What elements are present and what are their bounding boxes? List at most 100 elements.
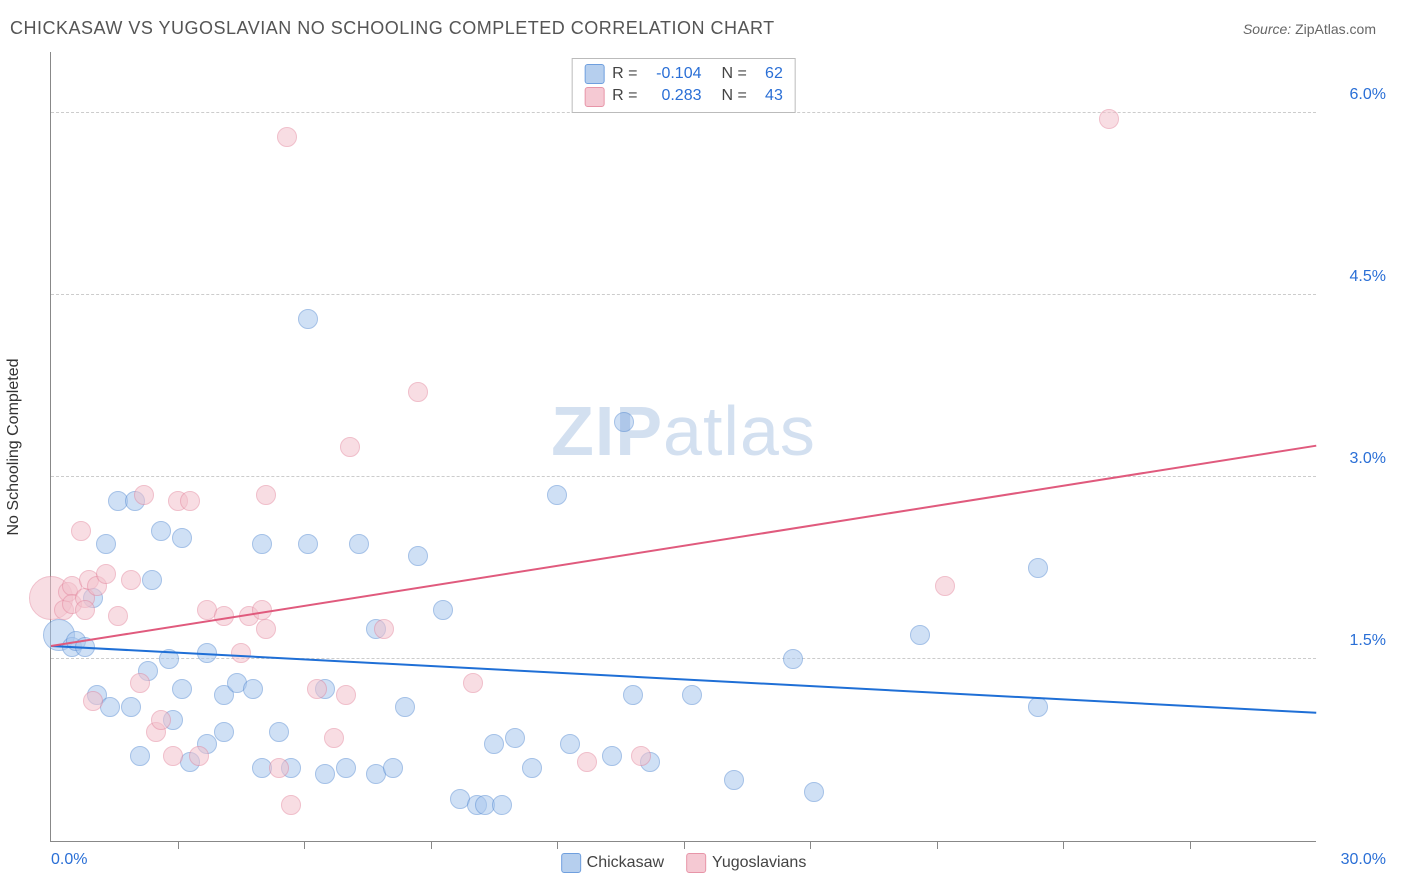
data-point bbox=[180, 491, 200, 511]
watermark: ZIPatlas bbox=[551, 391, 816, 471]
data-point bbox=[307, 679, 327, 699]
legend-swatch bbox=[686, 853, 706, 873]
source-attribution: Source: ZipAtlas.com bbox=[1243, 21, 1376, 37]
legend-swatch bbox=[584, 87, 604, 107]
data-point bbox=[269, 722, 289, 742]
data-point bbox=[298, 309, 318, 329]
data-point bbox=[783, 649, 803, 669]
data-point bbox=[724, 770, 744, 790]
data-point bbox=[71, 521, 91, 541]
series-name: Yugoslavians bbox=[712, 854, 806, 872]
x-axis-max-label: 30.0% bbox=[1341, 851, 1386, 869]
data-point bbox=[315, 764, 335, 784]
watermark-light: atlas bbox=[663, 392, 816, 470]
data-point bbox=[614, 412, 634, 432]
x-tick bbox=[937, 841, 938, 849]
x-tick bbox=[684, 841, 685, 849]
gridline bbox=[51, 294, 1316, 295]
data-point bbox=[252, 534, 272, 554]
data-point bbox=[547, 485, 567, 505]
data-point bbox=[130, 746, 150, 766]
plot-area: ZIPatlas R =-0.104N =62R =0.283N =43 Chi… bbox=[50, 52, 1316, 842]
data-point bbox=[108, 606, 128, 626]
x-axis-min-label: 0.0% bbox=[51, 851, 87, 869]
header: CHICKASAW VS YUGOSLAVIAN NO SCHOOLING CO… bbox=[0, 0, 1406, 39]
data-point bbox=[484, 734, 504, 754]
chart-title: CHICKASAW VS YUGOSLAVIAN NO SCHOOLING CO… bbox=[10, 18, 775, 39]
x-tick bbox=[557, 841, 558, 849]
series-legend-item: Yugoslavians bbox=[686, 853, 806, 873]
x-tick bbox=[1190, 841, 1191, 849]
data-point bbox=[492, 795, 512, 815]
data-point bbox=[433, 600, 453, 620]
y-tick-label: 4.5% bbox=[1350, 268, 1386, 286]
data-point bbox=[298, 534, 318, 554]
data-point bbox=[560, 734, 580, 754]
data-point bbox=[172, 679, 192, 699]
legend-swatch bbox=[561, 853, 581, 873]
data-point bbox=[281, 795, 301, 815]
legend-r-label: R = bbox=[612, 63, 637, 85]
data-point bbox=[577, 752, 597, 772]
data-point bbox=[395, 697, 415, 717]
x-tick bbox=[431, 841, 432, 849]
y-tick-label: 1.5% bbox=[1350, 632, 1386, 650]
data-point bbox=[463, 673, 483, 693]
data-point bbox=[231, 643, 251, 663]
data-point bbox=[189, 746, 209, 766]
data-point bbox=[336, 758, 356, 778]
data-point bbox=[336, 685, 356, 705]
legend-r-value: 0.283 bbox=[646, 85, 702, 107]
source-prefix: Source: bbox=[1243, 21, 1295, 37]
data-point bbox=[83, 691, 103, 711]
data-point bbox=[151, 521, 171, 541]
data-point bbox=[1028, 697, 1048, 717]
data-point bbox=[130, 673, 150, 693]
data-point bbox=[96, 564, 116, 584]
data-point bbox=[340, 437, 360, 457]
series-legend-item: Chickasaw bbox=[561, 853, 664, 873]
data-point bbox=[935, 576, 955, 596]
legend-swatch bbox=[584, 64, 604, 84]
source-name: ZipAtlas.com bbox=[1295, 21, 1376, 37]
y-axis-title: No Schooling Completed bbox=[5, 359, 23, 536]
watermark-bold: ZIP bbox=[551, 392, 663, 470]
data-point bbox=[277, 127, 297, 147]
data-point bbox=[96, 534, 116, 554]
series-name: Chickasaw bbox=[587, 854, 664, 872]
chart-area: No Schooling Completed ZIPatlas R =-0.10… bbox=[50, 52, 1316, 842]
data-point bbox=[522, 758, 542, 778]
legend-n-value: 62 bbox=[755, 63, 783, 85]
data-point bbox=[374, 619, 394, 639]
legend-r-value: -0.104 bbox=[646, 63, 702, 85]
y-tick-label: 3.0% bbox=[1350, 450, 1386, 468]
trend-line bbox=[51, 445, 1316, 647]
legend-row: R = -0.104 N = 62 bbox=[584, 63, 783, 85]
y-tick-label: 6.0% bbox=[1350, 86, 1386, 104]
data-point bbox=[602, 746, 622, 766]
data-point bbox=[631, 746, 651, 766]
data-point bbox=[408, 546, 428, 566]
x-tick bbox=[178, 841, 179, 849]
data-point bbox=[1099, 109, 1119, 129]
data-point bbox=[214, 722, 234, 742]
x-tick bbox=[304, 841, 305, 849]
data-point bbox=[910, 625, 930, 645]
data-point bbox=[172, 528, 192, 548]
legend-n-label: N = bbox=[722, 63, 747, 85]
data-point bbox=[121, 697, 141, 717]
correlation-legend: R = -0.104 N = 62R =0.283N =43 bbox=[571, 58, 796, 113]
data-point bbox=[1028, 558, 1048, 578]
data-point bbox=[243, 679, 263, 699]
legend-row: R =0.283N =43 bbox=[584, 85, 783, 107]
data-point bbox=[623, 685, 643, 705]
legend-n-value: 43 bbox=[755, 85, 783, 107]
data-point bbox=[163, 746, 183, 766]
x-tick bbox=[810, 841, 811, 849]
data-point bbox=[383, 758, 403, 778]
data-point bbox=[324, 728, 344, 748]
data-point bbox=[682, 685, 702, 705]
data-point bbox=[256, 619, 276, 639]
data-point bbox=[256, 485, 276, 505]
data-point bbox=[151, 710, 171, 730]
